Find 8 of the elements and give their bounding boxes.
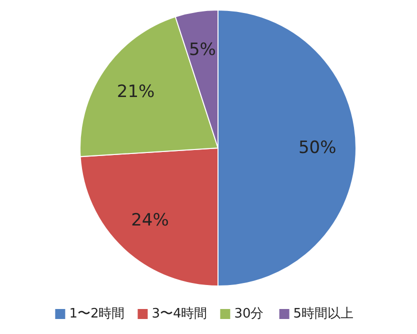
legend-label: 3〜4時間 bbox=[152, 306, 208, 322]
legend-label: 5時間以上 bbox=[293, 306, 354, 322]
data-label: 24% bbox=[131, 210, 169, 230]
data-label: 21% bbox=[116, 82, 155, 102]
data-label: 5% bbox=[188, 40, 216, 60]
data-label: 50% bbox=[298, 138, 336, 158]
legend-label: 1〜2時間 bbox=[69, 306, 125, 322]
legend-label: 30分 bbox=[234, 306, 264, 322]
